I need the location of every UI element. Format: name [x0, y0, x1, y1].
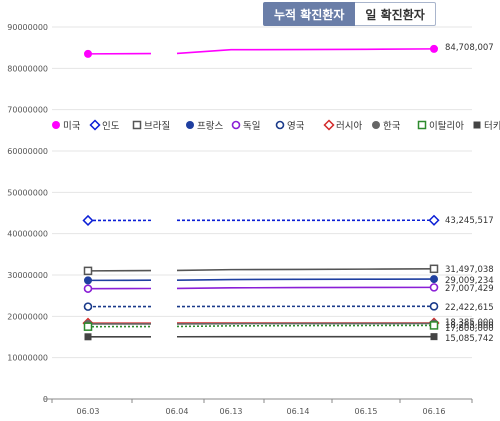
- data-point: [83, 284, 93, 293]
- y-tick-label: 10000000: [7, 354, 48, 363]
- data-label: 18,265,000: [445, 321, 494, 331]
- legend-marker: [186, 121, 194, 129]
- legend-item: 미국: [52, 121, 81, 132]
- data-point: [83, 266, 93, 276]
- y-tick-label: 70000000: [7, 106, 48, 115]
- legend-marker: [89, 119, 101, 131]
- legend-item: 러시아: [323, 119, 362, 132]
- legend-label: 영국: [287, 121, 305, 132]
- series-0: [84, 44, 438, 58]
- data-label: 15,085,742: [445, 334, 494, 344]
- data-point: [84, 333, 92, 341]
- legend-item: 터키: [473, 121, 500, 132]
- legend-label: 브라질: [144, 120, 170, 132]
- series-line-segment: [176, 278, 435, 281]
- series-9: [84, 333, 438, 341]
- x-tick-label: 06.13: [220, 407, 243, 416]
- legend-label: 한국: [383, 121, 401, 132]
- data-point: [430, 44, 438, 53]
- data-label: 17,800,000: [445, 324, 494, 334]
- legend-marker: [417, 120, 427, 130]
- data-point: [429, 283, 439, 292]
- legend-marker: [323, 119, 335, 131]
- data-point: [84, 49, 92, 58]
- legend-marker: [132, 120, 142, 130]
- data-point: [429, 321, 439, 330]
- series-2: [83, 264, 439, 276]
- legend-label: 프랑스: [197, 120, 223, 132]
- series-5: [83, 302, 439, 311]
- data-label: 27,007,429: [445, 284, 494, 294]
- legend-item: 인도: [89, 119, 120, 132]
- y-tick-label: 60000000: [7, 147, 48, 156]
- legend-item: 영국: [275, 120, 305, 132]
- data-label: 43,245,517: [445, 216, 494, 226]
- legend-label: 독일: [243, 121, 260, 132]
- data-point: [429, 264, 439, 274]
- legend-item: 독일: [231, 120, 260, 132]
- grid-lines: [52, 26, 472, 359]
- x-tick-label: 06.03: [77, 407, 100, 416]
- x-tick-label: 06.04: [166, 407, 189, 416]
- series-lines: 84,708,007 43,245,517 31,497,03829,009,234…: [82, 43, 494, 344]
- legend-item: 한국: [372, 121, 401, 132]
- legend-label: 터키: [484, 121, 500, 132]
- y-tick-label: 20000000: [7, 312, 48, 321]
- series-line-segment: [176, 324, 435, 328]
- legend-marker: [275, 120, 285, 130]
- legend-item: 이탈리아: [417, 120, 464, 132]
- data-point: [429, 302, 439, 311]
- y-tick-label: 40000000: [7, 230, 48, 239]
- y-tick-label: 80000000: [7, 64, 48, 73]
- data-point: [82, 214, 94, 227]
- series-1: [82, 214, 440, 227]
- legend-marker: [231, 120, 241, 130]
- x-tick-label: 06.16: [423, 407, 446, 416]
- series-4: [83, 283, 439, 293]
- view-tabs: 누적 확진환자 일 확진환자: [263, 2, 436, 26]
- data-point: [430, 275, 438, 284]
- legend: 미국 인도 브라질 프랑스 독일 영국 러시아 한국 이탈리아 터키: [52, 119, 500, 132]
- legend-item: 브라질: [132, 120, 170, 132]
- data-point: [83, 302, 93, 311]
- legend-label: 이탈리아: [429, 120, 464, 132]
- series-line-segment: [176, 268, 435, 272]
- axes: 90000000 80000000 70000000 60000000 50000000…: [7, 23, 473, 416]
- legend-label: 미국: [63, 121, 81, 132]
- data-label: 31,497,038: [445, 265, 494, 275]
- legend-marker: [372, 121, 380, 129]
- legend-label: 인도: [102, 121, 120, 132]
- x-tick-label: 06.15: [355, 407, 378, 416]
- x-tick-label: 06.14: [287, 407, 310, 416]
- series-3: [84, 275, 438, 285]
- y-tick-label: 50000000: [7, 188, 48, 197]
- series-line-segment: [176, 48, 435, 55]
- data-point: [430, 333, 438, 341]
- y-tick-label: 90000000: [7, 23, 48, 32]
- data-label: 29,009,234: [445, 276, 494, 286]
- legend-marker: [473, 121, 481, 129]
- tab-cumulative-cases[interactable]: 누적 확진환자: [263, 2, 356, 26]
- data-label: 22,422,615: [445, 303, 494, 313]
- legend-label: 러시아: [336, 121, 362, 132]
- data-point: [428, 214, 440, 226]
- data-label: 84,708,007: [445, 43, 494, 53]
- data-point: [84, 276, 92, 285]
- legend-marker: [52, 121, 60, 129]
- data-point: [83, 322, 93, 331]
- tab-daily-cases[interactable]: 일 확진환자: [355, 2, 436, 26]
- series-line-segment: [176, 286, 435, 290]
- series-8: [83, 321, 439, 331]
- data-label: 18,385,000: [445, 318, 494, 328]
- legend-item: 프랑스: [186, 120, 223, 132]
- y-tick-label: 30000000: [7, 271, 48, 280]
